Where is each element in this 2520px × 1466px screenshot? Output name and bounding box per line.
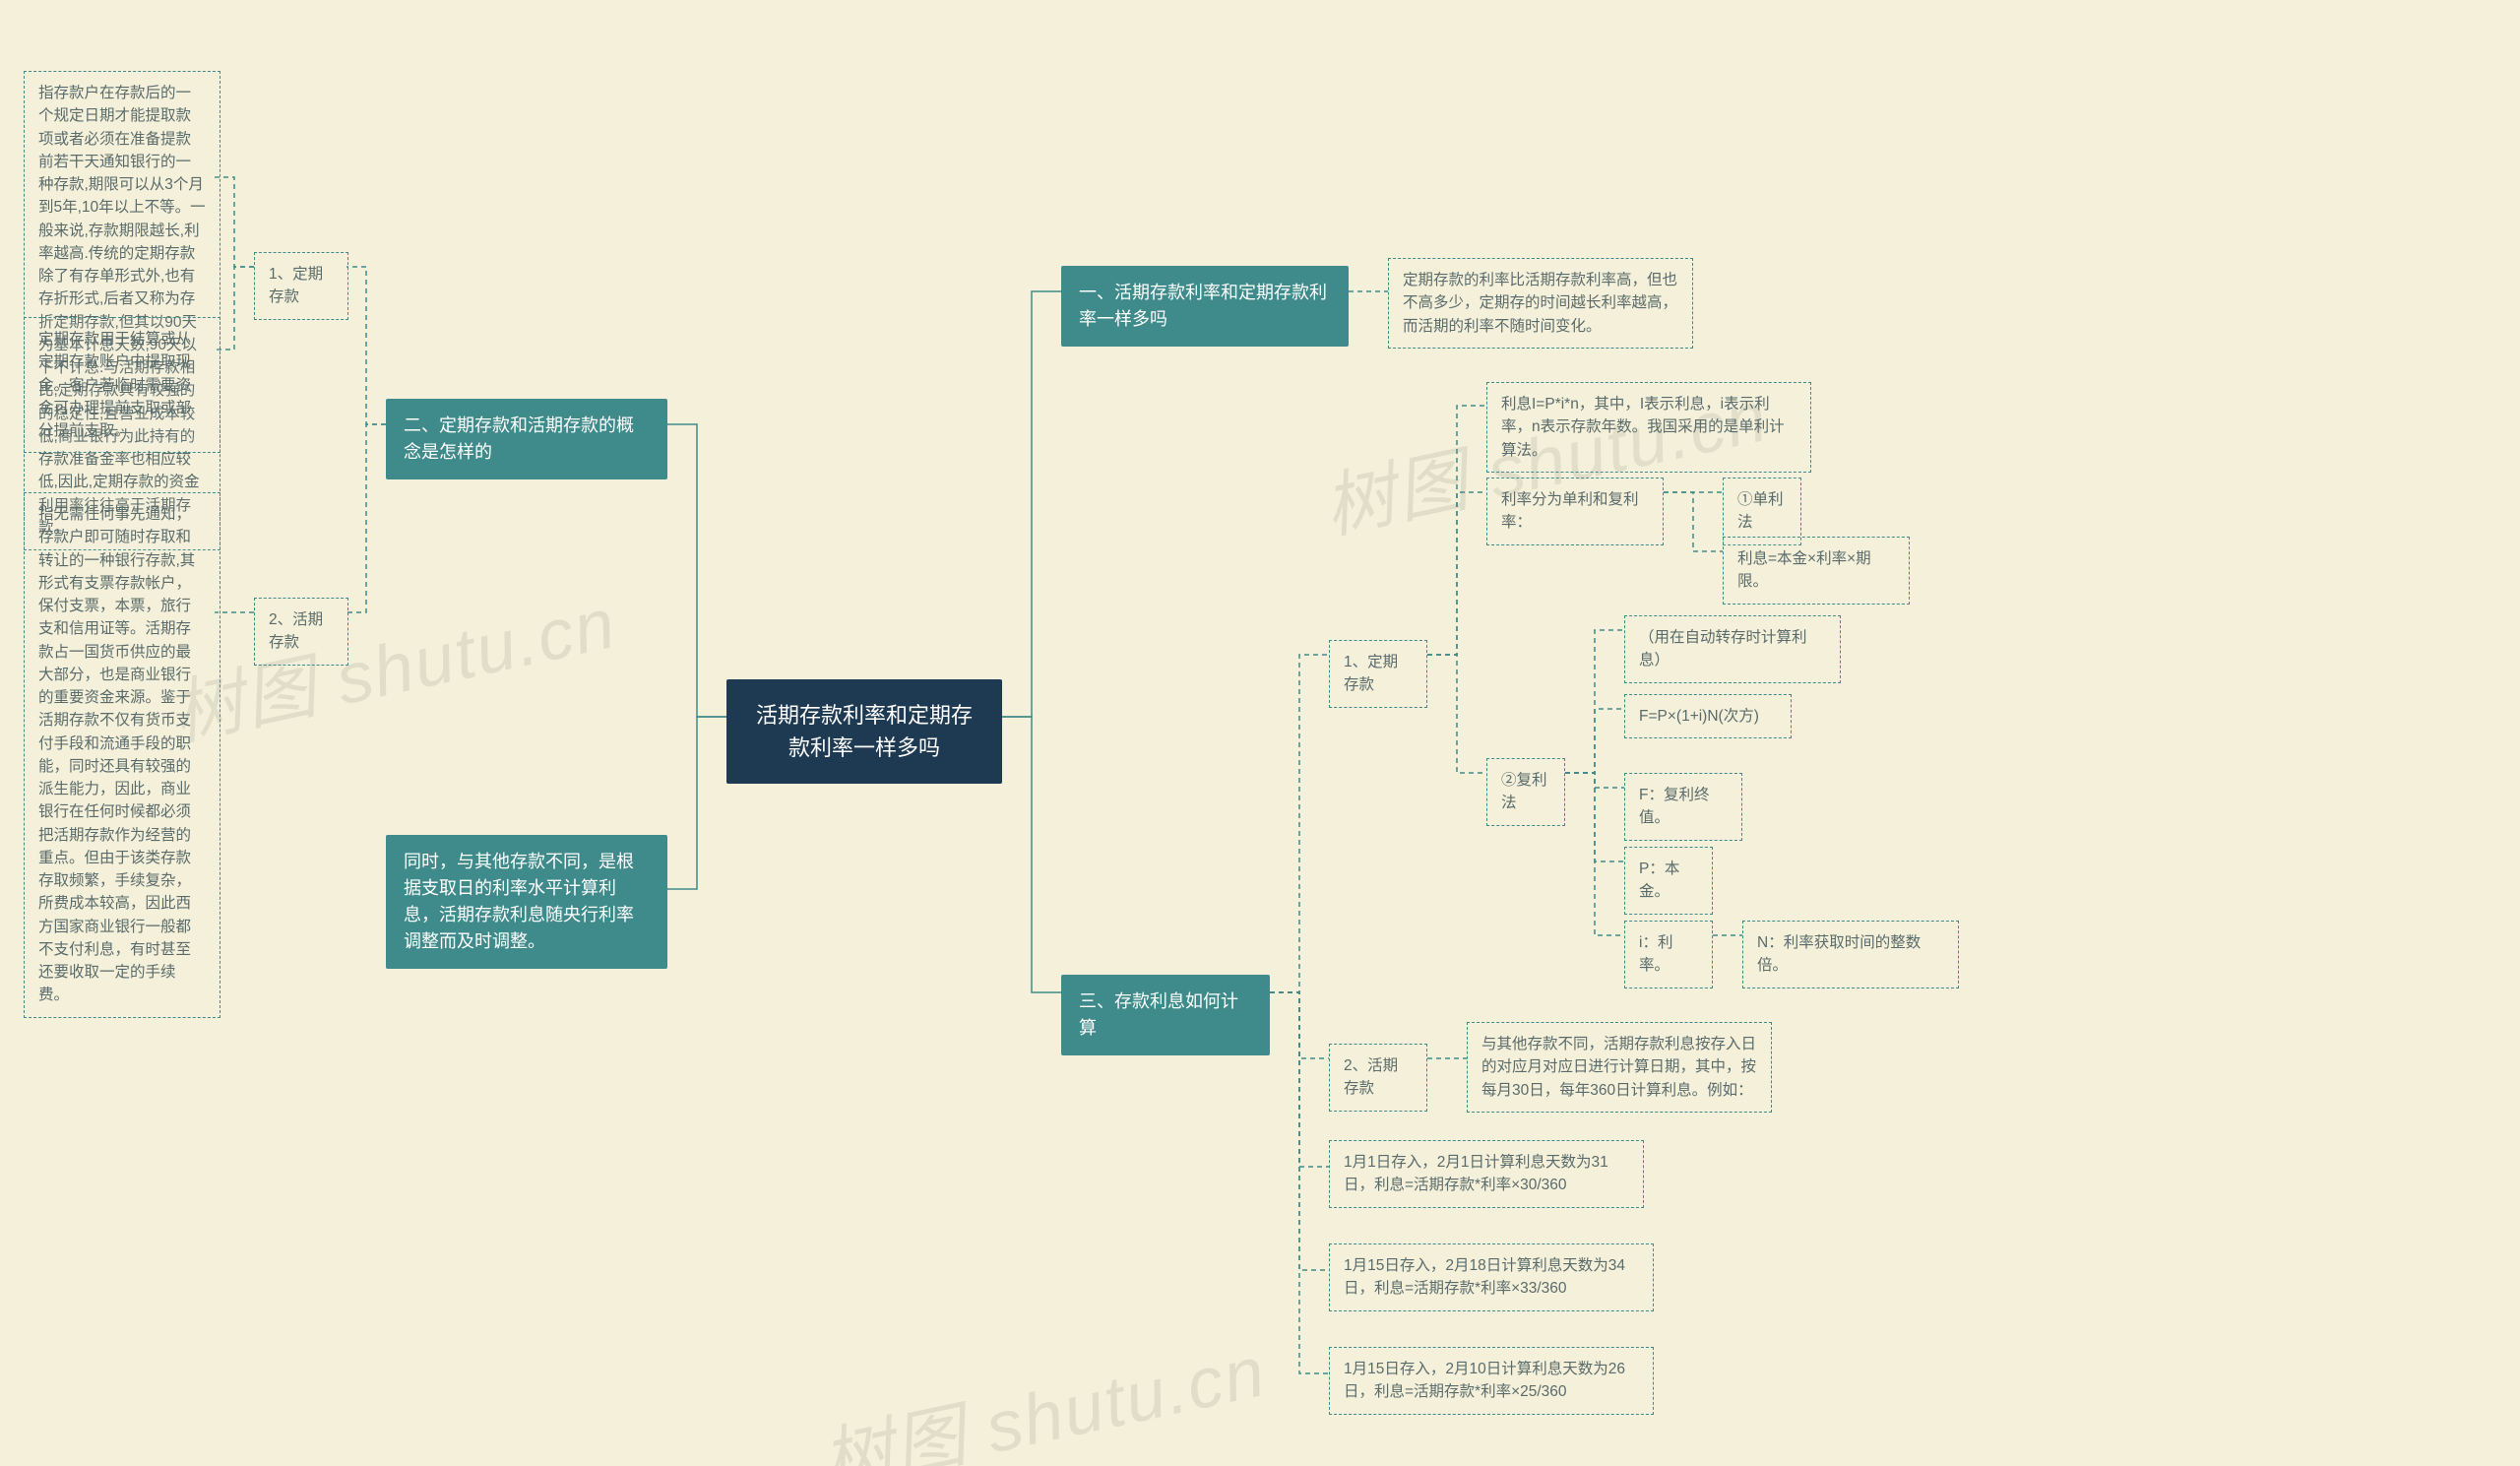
b3-item1-label-text: 1、定期存款	[1344, 654, 1398, 693]
b3-compound-formula: F=P×(1+i)N(次方)	[1624, 694, 1792, 738]
b3-compound-text: ②复利法	[1501, 772, 1547, 811]
branch-note-text: 同时，与其他存款不同，是根据支取日的利率水平计算利息，活期存款利息随央行利率调整…	[404, 852, 634, 951]
branch-2-title: 二、定期存款和活期存款的概念是怎样的	[404, 415, 634, 462]
b2-item2-a-text: 指无需任何事先通知，存款户即可随时存取和转让的一种银行存款,其形式有支票存款帐户…	[38, 506, 195, 1003]
root-title: 活期存款利率和定期存款利率一样多吗	[756, 703, 973, 760]
b3-rate-formula-text: 利息I=P*i*n，其中，I表示利息，i表示利率，n表示存款年数。我国采用的是单…	[1501, 396, 1785, 459]
b3-p-label: P：本金。	[1624, 847, 1713, 915]
b3-item1-label: 1、定期存款	[1329, 640, 1427, 708]
b3-ex2-text: 1月15日存入，2月18日计算利息天数为34日，利息=活期存款*利率×33/36…	[1344, 1257, 1625, 1297]
watermark: 树图 shutu.cn	[161, 565, 624, 760]
branch-1-desc: 定期存款的利率比活期存款利率高，但也不高多少，定期存的时间越长利率越高，而活期的…	[1388, 258, 1693, 349]
b3-ex2: 1月15日存入，2月18日计算利息天数为34日，利息=活期存款*利率×33/36…	[1329, 1243, 1654, 1311]
b3-n-label: N：利率获取时间的整数倍。	[1742, 921, 1959, 988]
branch-note: 同时，与其他存款不同，是根据支取日的利率水平计算利息，活期存款利息随央行利率调整…	[386, 835, 667, 969]
b3-f-label-text: F：复利终值。	[1639, 787, 1709, 826]
branch-2-item1-a: 指存款户在存款后的一个规定日期才能提取款项或者必须在准备提款前若干天通知银行的一…	[24, 71, 220, 550]
watermark: 树图 shutu.cn	[811, 1313, 1274, 1466]
b3-compound-note: （用在自动转存时计算利息）	[1624, 615, 1841, 683]
b3-i-label: i：利率。	[1624, 921, 1713, 988]
b3-item2-label: 2、活期存款	[1329, 1044, 1427, 1112]
branch-2: 二、定期存款和活期存款的概念是怎样的	[386, 399, 667, 479]
b2-item1-a-text: 指存款户在存款后的一个规定日期才能提取款项或者必须在准备提款前若干天通知银行的一…	[38, 85, 206, 537]
b3-compound: ②复利法	[1486, 758, 1565, 826]
root-node: 活期存款利率和定期存款利率一样多吗	[726, 679, 1002, 784]
b3-rate-formula: 利息I=P*i*n，其中，I表示利息，i表示利率，n表示存款年数。我国采用的是单…	[1486, 382, 1811, 473]
branch-3: 三、存款利息如何计算	[1061, 975, 1270, 1055]
connector-lines	[0, 0, 2520, 1466]
branch-2-item2-a: 指无需任何事先通知，存款户即可随时存取和转让的一种银行存款,其形式有支票存款帐户…	[24, 492, 220, 1018]
b3-compound-note-text: （用在自动转存时计算利息）	[1639, 629, 1807, 669]
b2-item1-label-text: 1、定期存款	[269, 266, 323, 305]
branch-1-desc-text: 定期存款的利率比活期存款利率高，但也不高多少，定期存的时间越长利率越高，而活期的…	[1403, 272, 1677, 335]
b3-item2-label-text: 2、活期存款	[1344, 1057, 1398, 1097]
b3-ex3: 1月15日存入，2月10日计算利息天数为26日，利息=活期存款*利率×25/36…	[1329, 1347, 1654, 1415]
b3-i-label-text: i：利率。	[1639, 934, 1672, 974]
branch-2-item1-b: 定期存款用于结算或从定期存款账户中提取现金。客户若临时需要资金可办理提前支取或部…	[24, 317, 220, 453]
b3-p-label-text: P：本金。	[1639, 860, 1679, 900]
b3-ex3-text: 1月15日存入，2月10日计算利息天数为26日，利息=活期存款*利率×25/36…	[1344, 1361, 1625, 1400]
branch-1: 一、活期存款利率和定期存款利率一样多吗	[1061, 266, 1349, 347]
b3-simple: ①单利法	[1723, 478, 1801, 545]
b3-ex1-text: 1月1日存入，2月1日计算利息天数为31日，利息=活期存款*利率×30/360	[1344, 1154, 1608, 1193]
b3-item2-desc: 与其他存款不同，活期存款利息按存入日的对应月对应日进行计算日期，其中，按每月30…	[1467, 1022, 1772, 1113]
branch-2-item1-label: 1、定期存款	[254, 252, 348, 320]
branch-2-item2-label: 2、活期存款	[254, 598, 348, 666]
b2-item2-label-text: 2、活期存款	[269, 611, 323, 651]
b3-item2-desc-text: 与其他存款不同，活期存款利息按存入日的对应月对应日进行计算日期，其中，按每月30…	[1481, 1036, 1756, 1099]
b3-compound-formula-text: F=P×(1+i)N(次方)	[1639, 708, 1759, 725]
b3-rate-split-text: 利率分为单利和复利率：	[1501, 491, 1639, 531]
b3-n-label-text: N：利率获取时间的整数倍。	[1757, 934, 1921, 974]
b3-ex1: 1月1日存入，2月1日计算利息天数为31日，利息=活期存款*利率×30/360	[1329, 1140, 1644, 1208]
branch-3-title: 三、存款利息如何计算	[1079, 991, 1238, 1038]
b3-f-label: F：复利终值。	[1624, 773, 1742, 841]
b3-simple-formula: 利息=本金×利率×期限。	[1723, 537, 1910, 605]
branch-1-title: 一、活期存款利率和定期存款利率一样多吗	[1079, 283, 1327, 329]
b3-simple-formula-text: 利息=本金×利率×期限。	[1737, 550, 1871, 590]
b3-simple-text: ①单利法	[1737, 491, 1784, 531]
b3-rate-split: 利率分为单利和复利率：	[1486, 478, 1664, 545]
b2-item1-b-text: 定期存款用于结算或从定期存款账户中提取现金。客户若临时需要资金可办理提前支取或部…	[38, 331, 191, 439]
